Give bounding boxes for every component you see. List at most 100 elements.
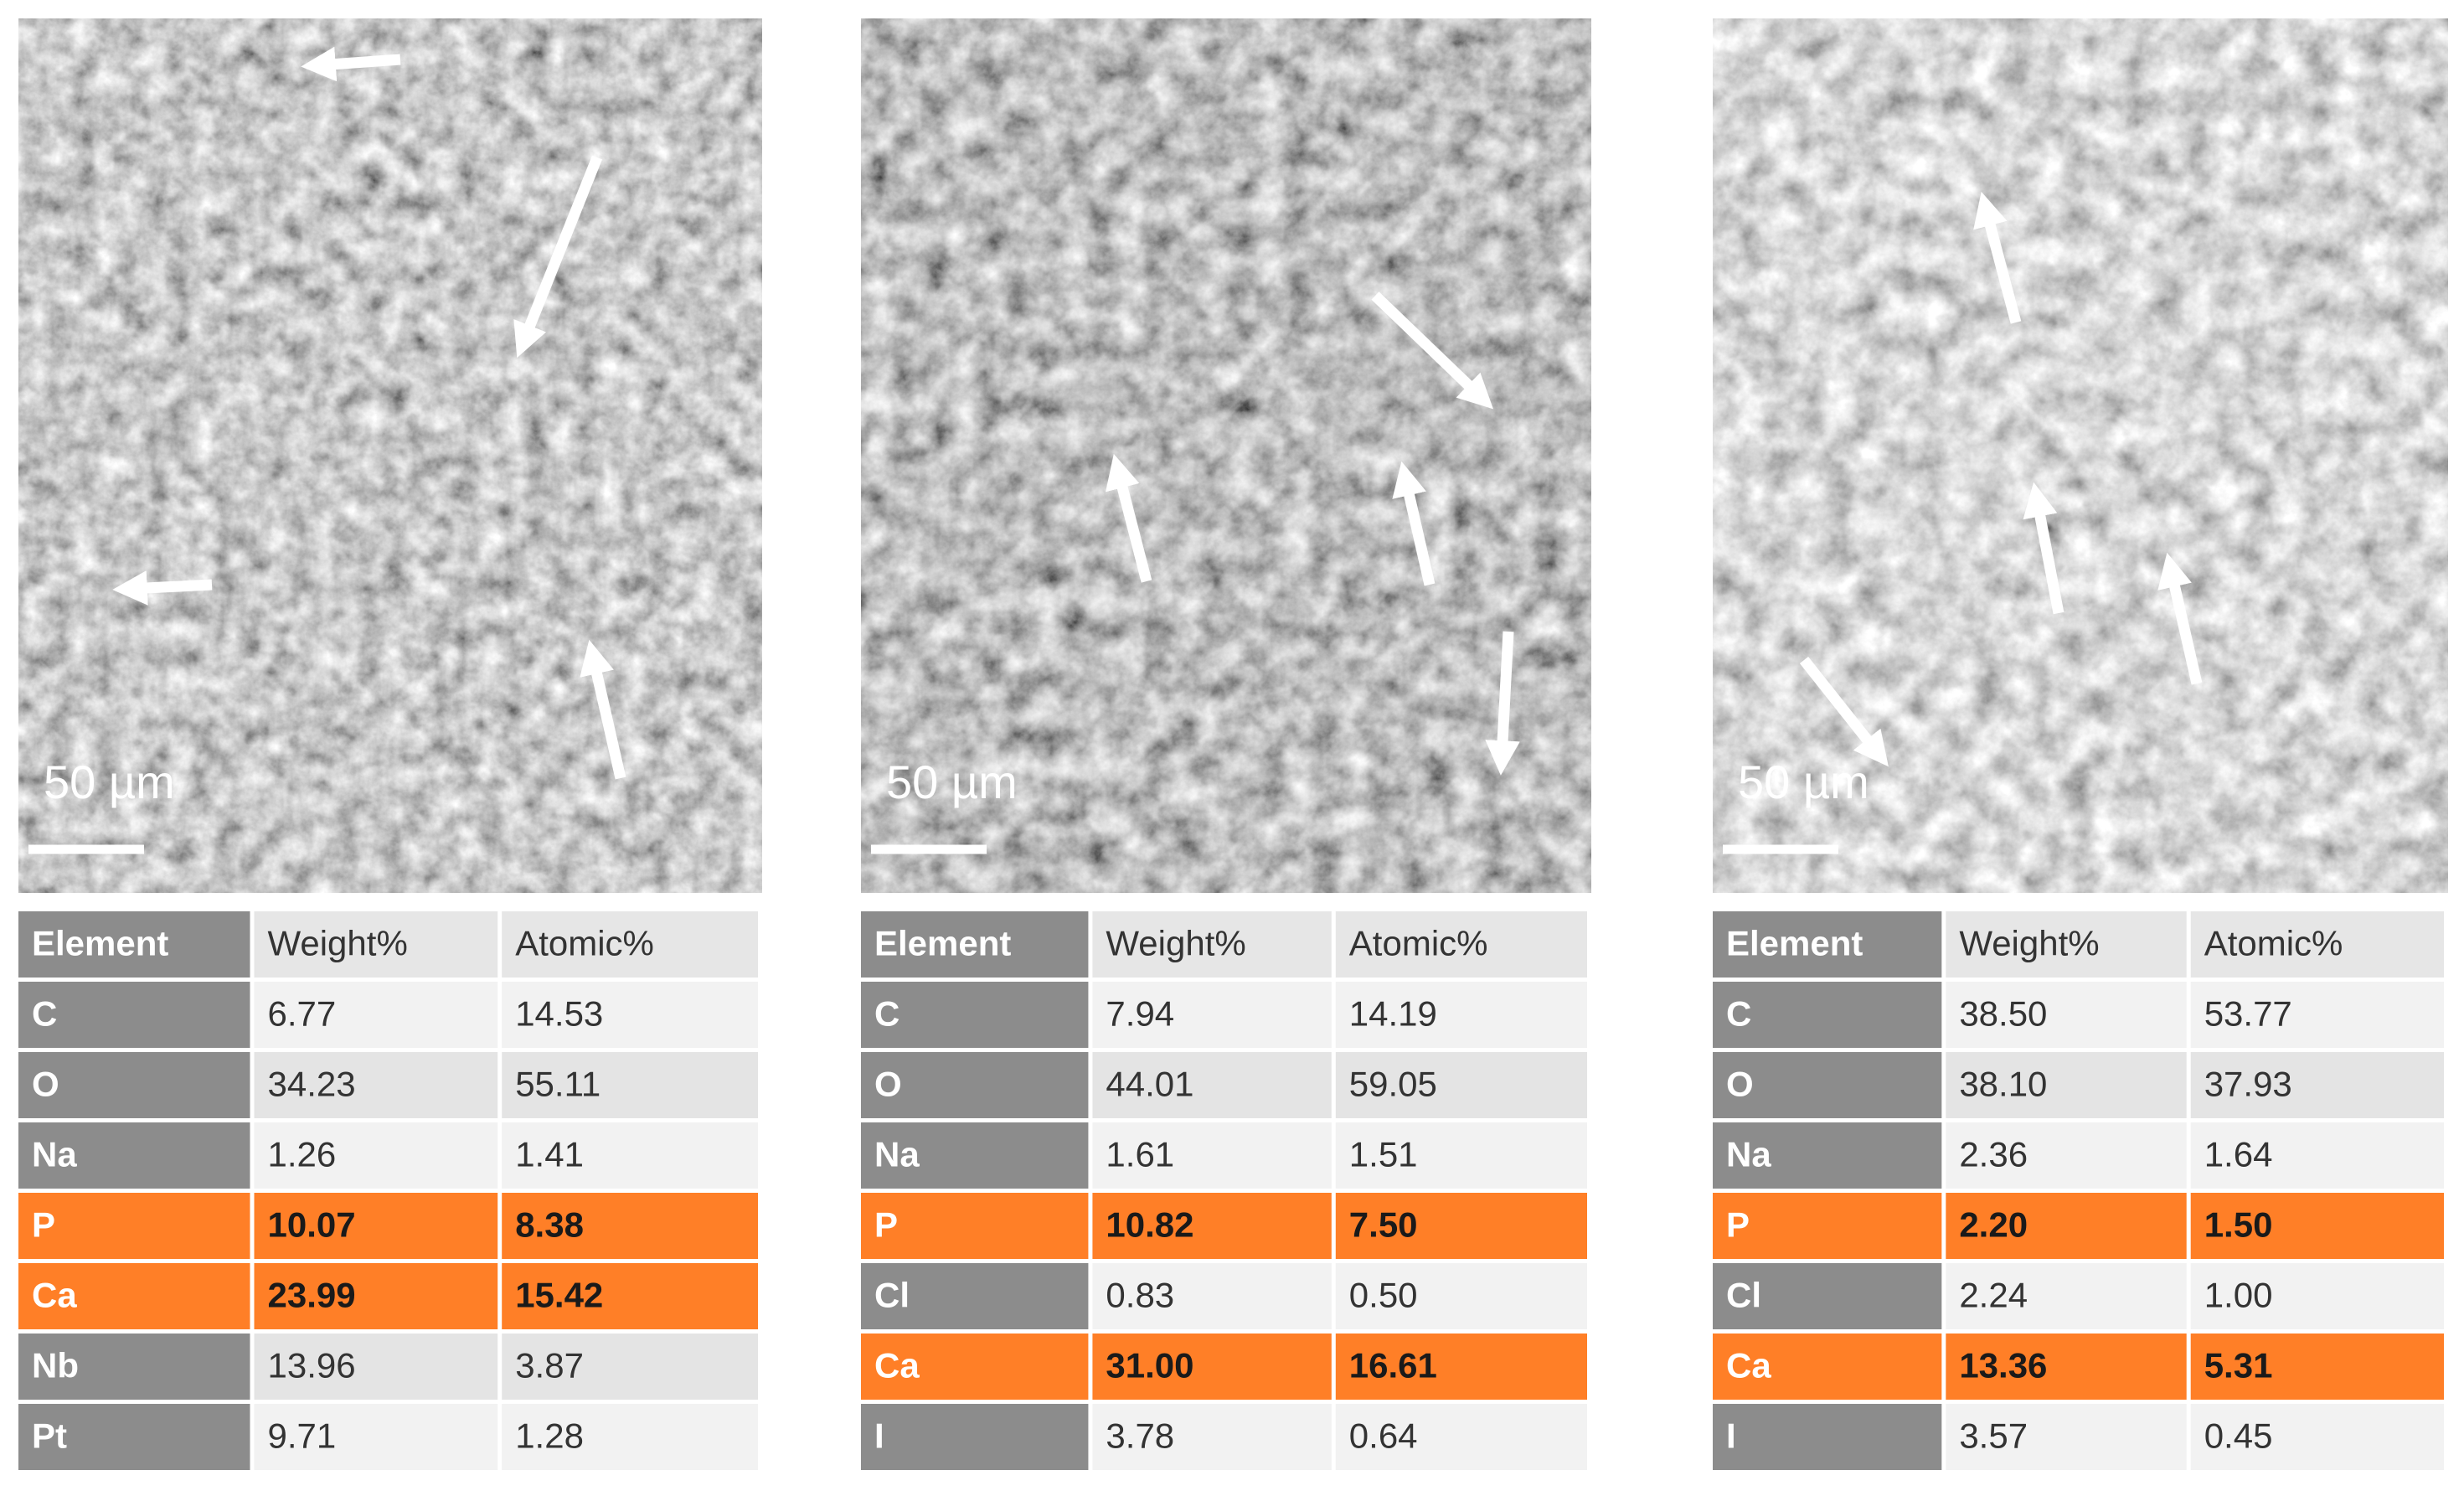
table-cell-text: 14.53 [515,994,603,1034]
table-cell [861,1052,1089,1118]
table-cell-text: C [32,994,57,1034]
table-cell [1092,1334,1332,1400]
table-header-cell: Atomic% [2204,924,2343,963]
table-cell [18,1122,250,1189]
table-cell-text: 1.28 [515,1416,584,1456]
table-cell [861,1193,1089,1259]
table-cell [1335,1263,1587,1329]
table-cell-text: 53.77 [2204,994,2292,1034]
table-cell [2190,1334,2444,1400]
table-cell [254,1122,498,1189]
table-cell [2190,982,2444,1048]
table-header-cell: Weight% [1106,924,1245,963]
table-cell-text: O [32,1065,59,1104]
table-cell [1946,1334,2187,1400]
table-cell [2190,911,2444,978]
table-header-cell: Element [874,924,1011,963]
table-cell-text: 6.77 [267,994,336,1034]
table-cell-text: 7.50 [1349,1205,1418,1245]
table-cell [1335,982,1587,1048]
table-cell-text: O [1726,1065,1754,1104]
table-cell-text: Na [874,1135,920,1174]
table-cell [1946,982,2187,1048]
table-cell-text: 2.20 [1959,1205,2028,1245]
arrow [1106,453,1152,583]
table-cell [1946,911,2187,978]
table-cell [861,1334,1089,1400]
table-header-cell: Element [1726,924,1863,963]
table-cell [861,1122,1089,1189]
scale-bar-label: 50 µm [886,756,1018,808]
table-cell-text: 9.71 [267,1416,336,1456]
table-cell [254,1193,498,1259]
table-cell [254,1052,498,1118]
arrow [580,639,626,780]
table-cell [502,1052,758,1118]
table-cell [2190,1193,2444,1259]
arrow [2157,552,2203,685]
table-header-cell: Element [32,924,168,963]
table-cell [861,982,1089,1048]
table-cell [1713,1404,1942,1470]
arrows [112,46,2203,780]
table-cell [2190,1122,2444,1189]
table-cell [1092,1193,1332,1259]
table-header-cell: Weight% [1959,924,2099,963]
table-cell [1713,1263,1942,1329]
table-cell-text: 1.61 [1106,1135,1174,1174]
table-cell [1713,1052,1942,1118]
table-cell [502,1263,758,1329]
table-cell-text: Ca [32,1276,77,1315]
table-cell [18,1263,250,1329]
table-cell [1092,1122,1332,1189]
arrow [2023,482,2065,615]
table-cell [1092,911,1332,978]
table-cell [1335,1122,1587,1189]
table-cell-text: 0.83 [1106,1276,1174,1315]
table-cell [2190,1052,2444,1118]
table-cell-text: P [874,1205,898,1245]
arrow [1799,656,1889,767]
table-cell-text: 16.61 [1349,1346,1437,1385]
table-cell [254,1334,498,1400]
table-cell [18,1334,250,1400]
table-cell [861,1263,1089,1329]
table-cell [254,1263,498,1329]
table-cell-text: 0.50 [1349,1276,1418,1315]
table-cell-text: 3.78 [1106,1416,1174,1456]
sem-image [1713,18,2448,893]
table-cell-text: Nb [32,1346,79,1385]
table-cell [1946,1122,2187,1189]
table-cell-text: 23.99 [267,1276,355,1315]
table-cell-text: 14.19 [1349,994,1437,1034]
table-cell [1946,1052,2187,1118]
table-cell-text: 13.96 [267,1346,355,1385]
table-cell [1335,1193,1587,1259]
table-cell [2190,1404,2444,1470]
table-cell [1335,1334,1587,1400]
table-cell-text: 1.51 [1349,1135,1418,1174]
arrow [513,155,603,359]
table-cell-text: 0.64 [1349,1416,1418,1456]
table-cell-text: 2.36 [1959,1135,2028,1174]
arrow [1973,191,2022,324]
table-cell [502,1334,758,1400]
panel-label: B [879,0,920,26]
scale-bar-label: 50 µm [44,756,175,808]
table-cell-text: I [1726,1416,1736,1456]
table-cell [1946,1263,2187,1329]
table-cell [861,1404,1089,1470]
table-cell [2190,1263,2444,1329]
table-cell [1092,1404,1332,1470]
table-cell [502,1122,758,1189]
table-cell-text: 3.57 [1959,1416,2028,1456]
sem-image [861,18,1591,893]
table-cell [254,982,498,1048]
table-header-cell: Atomic% [515,924,654,963]
table-cell [18,1404,250,1470]
arrow [301,46,401,82]
table-cell [1946,1193,2187,1259]
sem-images [18,18,2448,893]
table-cell [502,982,758,1048]
